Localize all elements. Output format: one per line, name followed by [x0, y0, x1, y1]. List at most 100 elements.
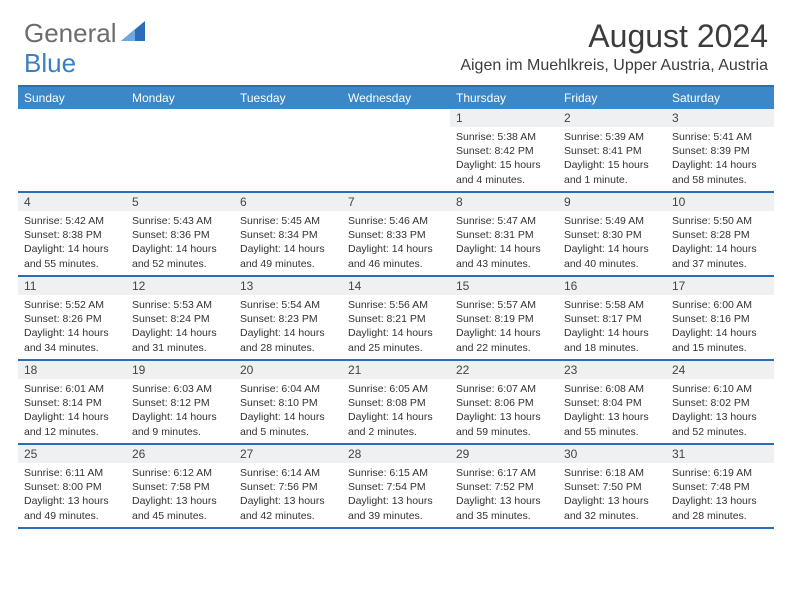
day-cell: [126, 109, 234, 191]
day-details: Sunrise: 6:15 AMSunset: 7:54 PMDaylight:…: [342, 463, 450, 527]
day-number: [234, 109, 342, 113]
sunrise-text: Sunrise: 5:58 AM: [564, 298, 660, 312]
day-number: 5: [126, 193, 234, 211]
logo-triangle-icon: [121, 21, 145, 46]
sunset-text: Sunset: 8:16 PM: [672, 312, 768, 326]
sunset-text: Sunset: 8:17 PM: [564, 312, 660, 326]
sunset-text: Sunset: 8:23 PM: [240, 312, 336, 326]
dow-thursday: Thursday: [450, 87, 558, 109]
sunset-text: Sunset: 8:06 PM: [456, 396, 552, 410]
sunrise-text: Sunrise: 5:39 AM: [564, 130, 660, 144]
sunset-text: Sunset: 8:30 PM: [564, 228, 660, 242]
sunset-text: Sunset: 8:24 PM: [132, 312, 228, 326]
day-cell: 13Sunrise: 5:54 AMSunset: 8:23 PMDayligh…: [234, 277, 342, 359]
sunset-text: Sunset: 7:52 PM: [456, 480, 552, 494]
day-cell: 19Sunrise: 6:03 AMSunset: 8:12 PMDayligh…: [126, 361, 234, 443]
day-cell: [18, 109, 126, 191]
week-row: 18Sunrise: 6:01 AMSunset: 8:14 PMDayligh…: [18, 361, 774, 445]
daylight-text: Daylight: 13 hours and 42 minutes.: [240, 494, 336, 522]
sunset-text: Sunset: 8:33 PM: [348, 228, 444, 242]
dow-tuesday: Tuesday: [234, 87, 342, 109]
daylight-text: Daylight: 14 hours and 9 minutes.: [132, 410, 228, 438]
day-number: 23: [558, 361, 666, 379]
day-details: Sunrise: 5:41 AMSunset: 8:39 PMDaylight:…: [666, 127, 774, 191]
sunset-text: Sunset: 8:39 PM: [672, 144, 768, 158]
dow-friday: Friday: [558, 87, 666, 109]
sunrise-text: Sunrise: 6:01 AM: [24, 382, 120, 396]
day-cell: 23Sunrise: 6:08 AMSunset: 8:04 PMDayligh…: [558, 361, 666, 443]
location-subtitle: Aigen im Muehlkreis, Upper Austria, Aust…: [460, 57, 768, 75]
sunrise-text: Sunrise: 5:41 AM: [672, 130, 768, 144]
day-cell: 11Sunrise: 5:52 AMSunset: 8:26 PMDayligh…: [18, 277, 126, 359]
sunrise-text: Sunrise: 5:54 AM: [240, 298, 336, 312]
sunrise-text: Sunrise: 5:52 AM: [24, 298, 120, 312]
day-cell: 2Sunrise: 5:39 AMSunset: 8:41 PMDaylight…: [558, 109, 666, 191]
day-cell: 30Sunrise: 6:18 AMSunset: 7:50 PMDayligh…: [558, 445, 666, 527]
day-cell: 4Sunrise: 5:42 AMSunset: 8:38 PMDaylight…: [18, 193, 126, 275]
day-details: Sunrise: 5:46 AMSunset: 8:33 PMDaylight:…: [342, 211, 450, 275]
daylight-text: Daylight: 14 hours and 55 minutes.: [24, 242, 120, 270]
day-details: Sunrise: 5:53 AMSunset: 8:24 PMDaylight:…: [126, 295, 234, 359]
day-number: 28: [342, 445, 450, 463]
day-cell: 29Sunrise: 6:17 AMSunset: 7:52 PMDayligh…: [450, 445, 558, 527]
day-number: 1: [450, 109, 558, 127]
day-number: 18: [18, 361, 126, 379]
dow-sunday: Sunday: [18, 87, 126, 109]
day-number: 8: [450, 193, 558, 211]
day-details: Sunrise: 5:50 AMSunset: 8:28 PMDaylight:…: [666, 211, 774, 275]
day-cell: 5Sunrise: 5:43 AMSunset: 8:36 PMDaylight…: [126, 193, 234, 275]
day-number: 24: [666, 361, 774, 379]
daylight-text: Daylight: 14 hours and 34 minutes.: [24, 326, 120, 354]
day-cell: 16Sunrise: 5:58 AMSunset: 8:17 PMDayligh…: [558, 277, 666, 359]
day-details: Sunrise: 5:42 AMSunset: 8:38 PMDaylight:…: [18, 211, 126, 275]
daylight-text: Daylight: 13 hours and 39 minutes.: [348, 494, 444, 522]
day-number: 26: [126, 445, 234, 463]
title-block: August 2024 Aigen im Muehlkreis, Upper A…: [460, 18, 768, 75]
sunset-text: Sunset: 8:38 PM: [24, 228, 120, 242]
day-number: 17: [666, 277, 774, 295]
day-details: Sunrise: 6:03 AMSunset: 8:12 PMDaylight:…: [126, 379, 234, 443]
day-cell: 8Sunrise: 5:47 AMSunset: 8:31 PMDaylight…: [450, 193, 558, 275]
day-details: Sunrise: 5:56 AMSunset: 8:21 PMDaylight:…: [342, 295, 450, 359]
day-cell: 24Sunrise: 6:10 AMSunset: 8:02 PMDayligh…: [666, 361, 774, 443]
calendar: Sunday Monday Tuesday Wednesday Thursday…: [18, 85, 774, 529]
sunrise-text: Sunrise: 6:05 AM: [348, 382, 444, 396]
sunset-text: Sunset: 8:21 PM: [348, 312, 444, 326]
sunset-text: Sunset: 8:34 PM: [240, 228, 336, 242]
sunrise-text: Sunrise: 5:45 AM: [240, 214, 336, 228]
day-number: 16: [558, 277, 666, 295]
day-number: 21: [342, 361, 450, 379]
sunset-text: Sunset: 8:00 PM: [24, 480, 120, 494]
daylight-text: Daylight: 14 hours and 25 minutes.: [348, 326, 444, 354]
day-number: 2: [558, 109, 666, 127]
sunset-text: Sunset: 8:19 PM: [456, 312, 552, 326]
daylight-text: Daylight: 14 hours and 40 minutes.: [564, 242, 660, 270]
dow-saturday: Saturday: [666, 87, 774, 109]
day-number: 19: [126, 361, 234, 379]
daylight-text: Daylight: 14 hours and 12 minutes.: [24, 410, 120, 438]
daylight-text: Daylight: 13 hours and 55 minutes.: [564, 410, 660, 438]
page-title: August 2024: [460, 18, 768, 55]
day-number: 25: [18, 445, 126, 463]
daylight-text: Daylight: 14 hours and 52 minutes.: [132, 242, 228, 270]
day-number: [126, 109, 234, 113]
daylight-text: Daylight: 14 hours and 5 minutes.: [240, 410, 336, 438]
sunrise-text: Sunrise: 6:03 AM: [132, 382, 228, 396]
day-cell: 7Sunrise: 5:46 AMSunset: 8:33 PMDaylight…: [342, 193, 450, 275]
day-details: Sunrise: 6:19 AMSunset: 7:48 PMDaylight:…: [666, 463, 774, 527]
day-details: Sunrise: 5:58 AMSunset: 8:17 PMDaylight:…: [558, 295, 666, 359]
sunrise-text: Sunrise: 6:00 AM: [672, 298, 768, 312]
week-row: 25Sunrise: 6:11 AMSunset: 8:00 PMDayligh…: [18, 445, 774, 529]
day-details: Sunrise: 6:12 AMSunset: 7:58 PMDaylight:…: [126, 463, 234, 527]
sunrise-text: Sunrise: 6:14 AM: [240, 466, 336, 480]
day-number: 9: [558, 193, 666, 211]
sunrise-text: Sunrise: 6:08 AM: [564, 382, 660, 396]
day-cell: [342, 109, 450, 191]
day-details: Sunrise: 5:47 AMSunset: 8:31 PMDaylight:…: [450, 211, 558, 275]
daylight-text: Daylight: 14 hours and 31 minutes.: [132, 326, 228, 354]
day-cell: 3Sunrise: 5:41 AMSunset: 8:39 PMDaylight…: [666, 109, 774, 191]
logo-text-blue: Blue: [24, 48, 76, 78]
sunrise-text: Sunrise: 6:07 AM: [456, 382, 552, 396]
sunset-text: Sunset: 7:48 PM: [672, 480, 768, 494]
daylight-text: Daylight: 14 hours and 49 minutes.: [240, 242, 336, 270]
